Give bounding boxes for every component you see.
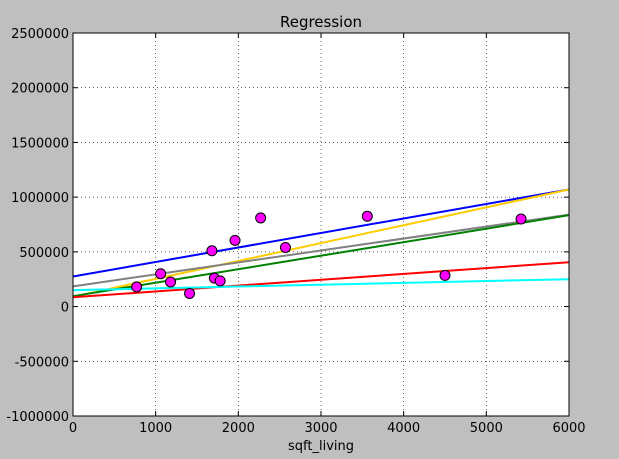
data-point: [439, 269, 451, 281]
x-tick-label: 4000: [387, 421, 420, 436]
data-point: [255, 212, 267, 224]
x-tick-label: 6000: [552, 421, 585, 436]
y-tick-label: 2000000: [11, 82, 69, 97]
x-tick-label: 2000: [222, 421, 255, 436]
y-tick-label: 2500000: [11, 27, 69, 42]
regression-line: [72, 188, 570, 278]
data-point: [155, 268, 167, 280]
regression-line: [72, 188, 570, 298]
data-point: [206, 245, 218, 257]
x-tick-label: 5000: [470, 421, 503, 436]
data-point: [361, 210, 373, 222]
data-point: [229, 234, 241, 246]
data-point: [515, 213, 527, 225]
y-tick-label: 500000: [19, 246, 69, 261]
x-tick-label: 0: [69, 421, 77, 436]
regression-line: [72, 278, 570, 292]
y-tick-label: 0: [61, 301, 69, 316]
plot-frame: [72, 32, 570, 417]
y-tick-label: 1000000: [11, 191, 69, 206]
data-point: [279, 241, 291, 253]
data-point: [184, 287, 196, 299]
chart-title: Regression: [280, 13, 362, 31]
x-tick-label: 1000: [139, 421, 172, 436]
regression-line: [72, 261, 570, 299]
grid-lines: [73, 33, 569, 416]
y-tick-label: 1500000: [11, 136, 69, 151]
data-point: [165, 276, 177, 288]
tick-labels: 0 1000 2000 3000 4000 5000 6000 -1000000 -500000…: [6, 27, 585, 436]
y-tick-label: -500000: [15, 355, 69, 370]
data-point: [214, 275, 226, 287]
data-point: [131, 281, 143, 293]
scatter-points: [131, 210, 527, 299]
y-tick-label: -1000000: [6, 410, 69, 425]
plot-area: [73, 33, 569, 416]
regression-line: [72, 214, 570, 298]
x-tick-label: 3000: [304, 421, 337, 436]
x-axis-label: sqft_living: [288, 439, 354, 454]
